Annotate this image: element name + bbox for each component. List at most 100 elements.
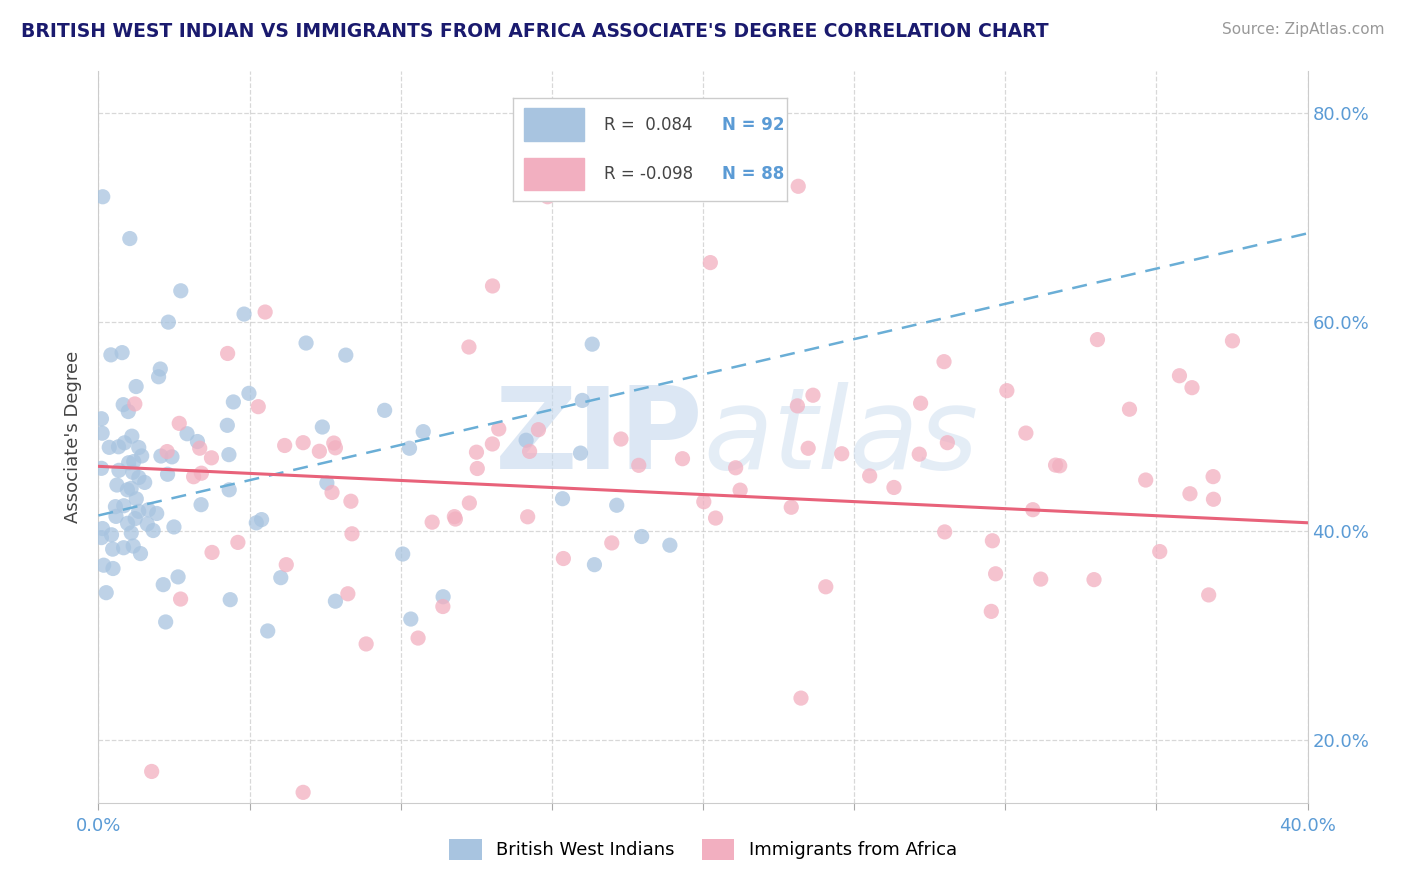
Bar [524,108,585,141]
Point [145,507,167,521]
Point [190,467,212,481]
Point [420,515,443,529]
Point [814,580,837,594]
Point [118,456,141,470]
Point [118,231,141,245]
Point [1178,487,1201,501]
Point [831,447,853,461]
Point [125,491,148,506]
Point [1118,402,1140,417]
Point [481,279,503,293]
Point [217,418,239,433]
Point [163,520,186,534]
Point [780,500,803,515]
Point [325,441,347,455]
Point [1015,426,1038,441]
Text: ZIP: ZIP [495,382,703,492]
Point [465,445,488,459]
Point [108,463,131,477]
Point [238,386,260,401]
Point [105,478,128,492]
Point [1087,333,1109,347]
Text: R =  0.084: R = 0.084 [603,116,692,135]
Point [432,590,454,604]
Point [141,764,163,779]
Point [160,450,183,464]
Point [551,491,574,506]
Point [581,337,603,351]
Point [176,426,198,441]
Point [254,305,277,319]
Point [219,592,242,607]
Point [226,535,249,549]
Point [801,388,824,402]
Point [121,429,143,443]
Point [186,434,208,449]
Point [292,435,315,450]
Point [1049,458,1071,473]
Point [112,398,135,412]
Point [335,348,357,362]
Point [136,516,159,531]
Point [1202,492,1225,507]
Point [412,425,434,439]
Point [465,461,488,475]
Point [156,467,179,482]
Point [984,566,1007,581]
Point [91,190,114,204]
Point [122,539,145,553]
Point [1022,502,1045,516]
Point [481,437,503,451]
Point [934,524,956,539]
Point [458,496,481,510]
Point [100,528,122,542]
Point [218,448,240,462]
Point [515,434,537,448]
Point [122,454,145,468]
Point [142,524,165,538]
Point [217,346,239,360]
Point [120,481,142,495]
Point [391,547,413,561]
Point [606,498,628,512]
Point [995,384,1018,398]
Point [156,444,179,458]
Point [201,545,224,559]
Point [124,511,146,525]
Point [276,558,298,572]
Point [1029,572,1052,586]
Point [354,637,377,651]
Point [167,417,190,431]
Point [553,551,575,566]
Point [121,465,143,479]
Point [398,442,420,456]
Point [295,336,318,351]
Point [910,396,932,410]
Text: N = 88: N = 88 [721,164,783,183]
Point [149,449,172,463]
Point [169,592,191,607]
Point [125,379,148,393]
Point [724,460,747,475]
Point [536,190,558,204]
Point [340,494,363,508]
Point [112,541,135,555]
Bar [524,158,585,190]
Y-axis label: Associate's Degree: Associate's Degree [65,351,83,524]
Point [627,458,650,473]
Point [245,516,267,530]
Point [399,612,422,626]
Point [120,525,142,540]
Point [273,438,295,452]
Point [322,436,344,450]
Point [292,785,315,799]
Point [222,395,245,409]
Point [936,435,959,450]
Point [190,498,212,512]
Legend: British West Indians, Immigrants from Africa: British West Indians, Immigrants from Af… [441,831,965,867]
Point [131,449,153,463]
Point [91,426,114,441]
Point [325,594,347,608]
Point [406,631,429,645]
Point [111,345,134,359]
